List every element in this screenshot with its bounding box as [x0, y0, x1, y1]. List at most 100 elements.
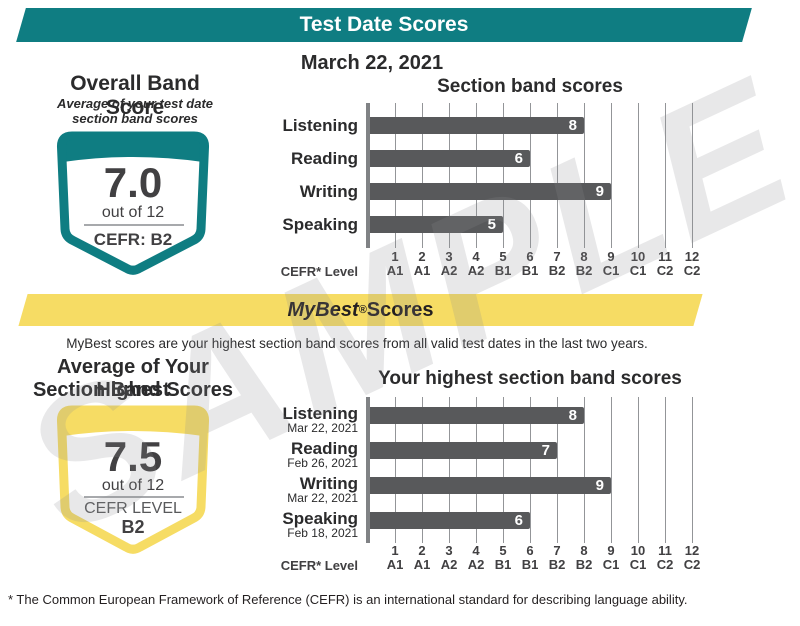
bar-value-label: 8 [568, 407, 577, 424]
tick-cefr: C2 [656, 263, 674, 278]
tick-number: 5 [499, 543, 507, 558]
tick-number: 4 [472, 543, 480, 558]
mybest-score-badge-shield-icon [57, 405, 209, 554]
bar: 8 [370, 117, 584, 134]
category-date: Feb 26, 2021 [287, 456, 358, 470]
tick-number: 11 [658, 543, 672, 558]
mybest-scores-banner-title: MyBest ® Scores [23, 294, 698, 326]
category-label: Reading [290, 439, 358, 458]
tick-cefr: B1 [521, 263, 539, 278]
bar: 9 [370, 183, 611, 200]
tick-number: 1 [391, 249, 399, 264]
category-label: Speaking [282, 509, 358, 528]
tick-number: 2 [418, 249, 426, 264]
tick-cefr: B1 [494, 263, 512, 278]
gridline [556, 103, 558, 248]
tick-cefr: C2 [656, 557, 674, 572]
tick-cefr: A2 [440, 263, 458, 278]
tick-number: 1 [391, 543, 399, 558]
tick-cefr: B2 [575, 557, 593, 572]
gridline [664, 103, 666, 248]
x-axis-label: CEFR* Level [280, 264, 358, 279]
bar-value-label: 7 [541, 442, 550, 459]
tick-number: 5 [499, 249, 507, 264]
tick-number: 10 [630, 543, 646, 558]
mybest-suffix: Scores [366, 298, 434, 321]
category-label: Reading [290, 149, 358, 168]
x-axis-label: CEFR* Level [280, 558, 358, 573]
axis-line [366, 397, 370, 543]
tick-cefr: A2 [467, 557, 485, 572]
tick-cefr: B1 [494, 557, 512, 572]
category-date: Mar 22, 2021 [287, 421, 358, 435]
tick-cefr: C1 [602, 263, 620, 278]
bar-value-label: 5 [487, 216, 496, 233]
gridline [475, 397, 477, 543]
cefr-footnote: * The Common European Framework of Refer… [8, 592, 688, 607]
bar: 9 [370, 477, 611, 494]
highest-section-band-scores-title: Your highest section band scores [378, 368, 682, 389]
tick-number: 2 [418, 543, 426, 558]
tick-cefr: C1 [629, 263, 647, 278]
gridline [502, 103, 504, 248]
gridline [529, 397, 531, 543]
overall-band-score-subtitle-line1: Average of your test date [56, 96, 214, 111]
highest-section-band-scores-chart: 8 Listening Mar 22, 2021 7 Reading Feb 26, 20… [270, 397, 706, 577]
gridline [448, 103, 450, 248]
overall-band-score-subtitle-line2: section band scores [72, 111, 198, 126]
section-band-scores-title: Section band scores [437, 76, 623, 97]
tick-number: 3 [445, 249, 453, 264]
gridline [556, 397, 558, 543]
gridline [394, 103, 396, 248]
mybest-name: MyBest [287, 298, 359, 321]
tick-cefr: A1 [413, 263, 431, 278]
gridline [583, 103, 585, 248]
tick-number: 10 [630, 249, 646, 264]
tick-number: 6 [526, 249, 534, 264]
tick-cefr: A2 [440, 557, 458, 572]
gridline [691, 397, 693, 543]
category-label: Writing [299, 474, 358, 493]
bar-value-label: 8 [568, 117, 577, 134]
category-label: Writing [299, 182, 358, 201]
tick-cefr: A1 [413, 557, 431, 572]
mybest-cefr-value: B2 [121, 517, 145, 537]
test-date: March 22, 2021 [300, 52, 444, 74]
category-label: Listening [282, 116, 358, 135]
bar: 6 [370, 150, 530, 167]
test-date-scores-banner: Test Date Scores [16, 8, 752, 42]
tick-cefr: C1 [629, 557, 647, 572]
axis-line [366, 103, 370, 248]
gridline [610, 397, 612, 543]
tick-cefr: A2 [467, 263, 485, 278]
tick-cefr: B2 [575, 263, 593, 278]
mybest-scores-banner: MyBest ® Scores [18, 294, 703, 326]
overall-cefr: CEFR: B2 [93, 230, 173, 249]
mybest-cefr-label: CEFR LEVEL [84, 500, 182, 517]
gridline [610, 103, 612, 248]
tick-cefr: A1 [386, 557, 404, 572]
category-date: Mar 22, 2021 [287, 491, 358, 505]
bar: 6 [370, 512, 530, 529]
overall-band-score-title: Overall Band Score [70, 72, 200, 119]
tick-number: 12 [684, 249, 700, 264]
tick-number: 3 [445, 543, 453, 558]
tick-number: 9 [607, 543, 615, 558]
test-date-scores-banner-title: Test Date Scores [299, 13, 469, 36]
section-band-scores-chart: 8 Listening 6 Reading 9 Writing 5 Speaking 1 2 3 4 5… [270, 103, 706, 283]
bar-value-label: 6 [514, 150, 523, 167]
tick-cefr: B1 [521, 557, 539, 572]
gridline [637, 103, 639, 248]
mybest-badge-divider [84, 496, 184, 498]
gridline [421, 397, 423, 543]
tick-number: 12 [684, 543, 700, 558]
tick-number: 8 [580, 249, 588, 264]
tick-number: 11 [658, 249, 672, 264]
gridline [691, 103, 693, 248]
tick-number: 7 [553, 543, 561, 558]
gridline [583, 397, 585, 543]
overall-score-badge-shield-icon [57, 131, 209, 275]
gridline [502, 397, 504, 543]
tick-number: 7 [553, 249, 561, 264]
bar-value-label: 9 [595, 183, 604, 200]
